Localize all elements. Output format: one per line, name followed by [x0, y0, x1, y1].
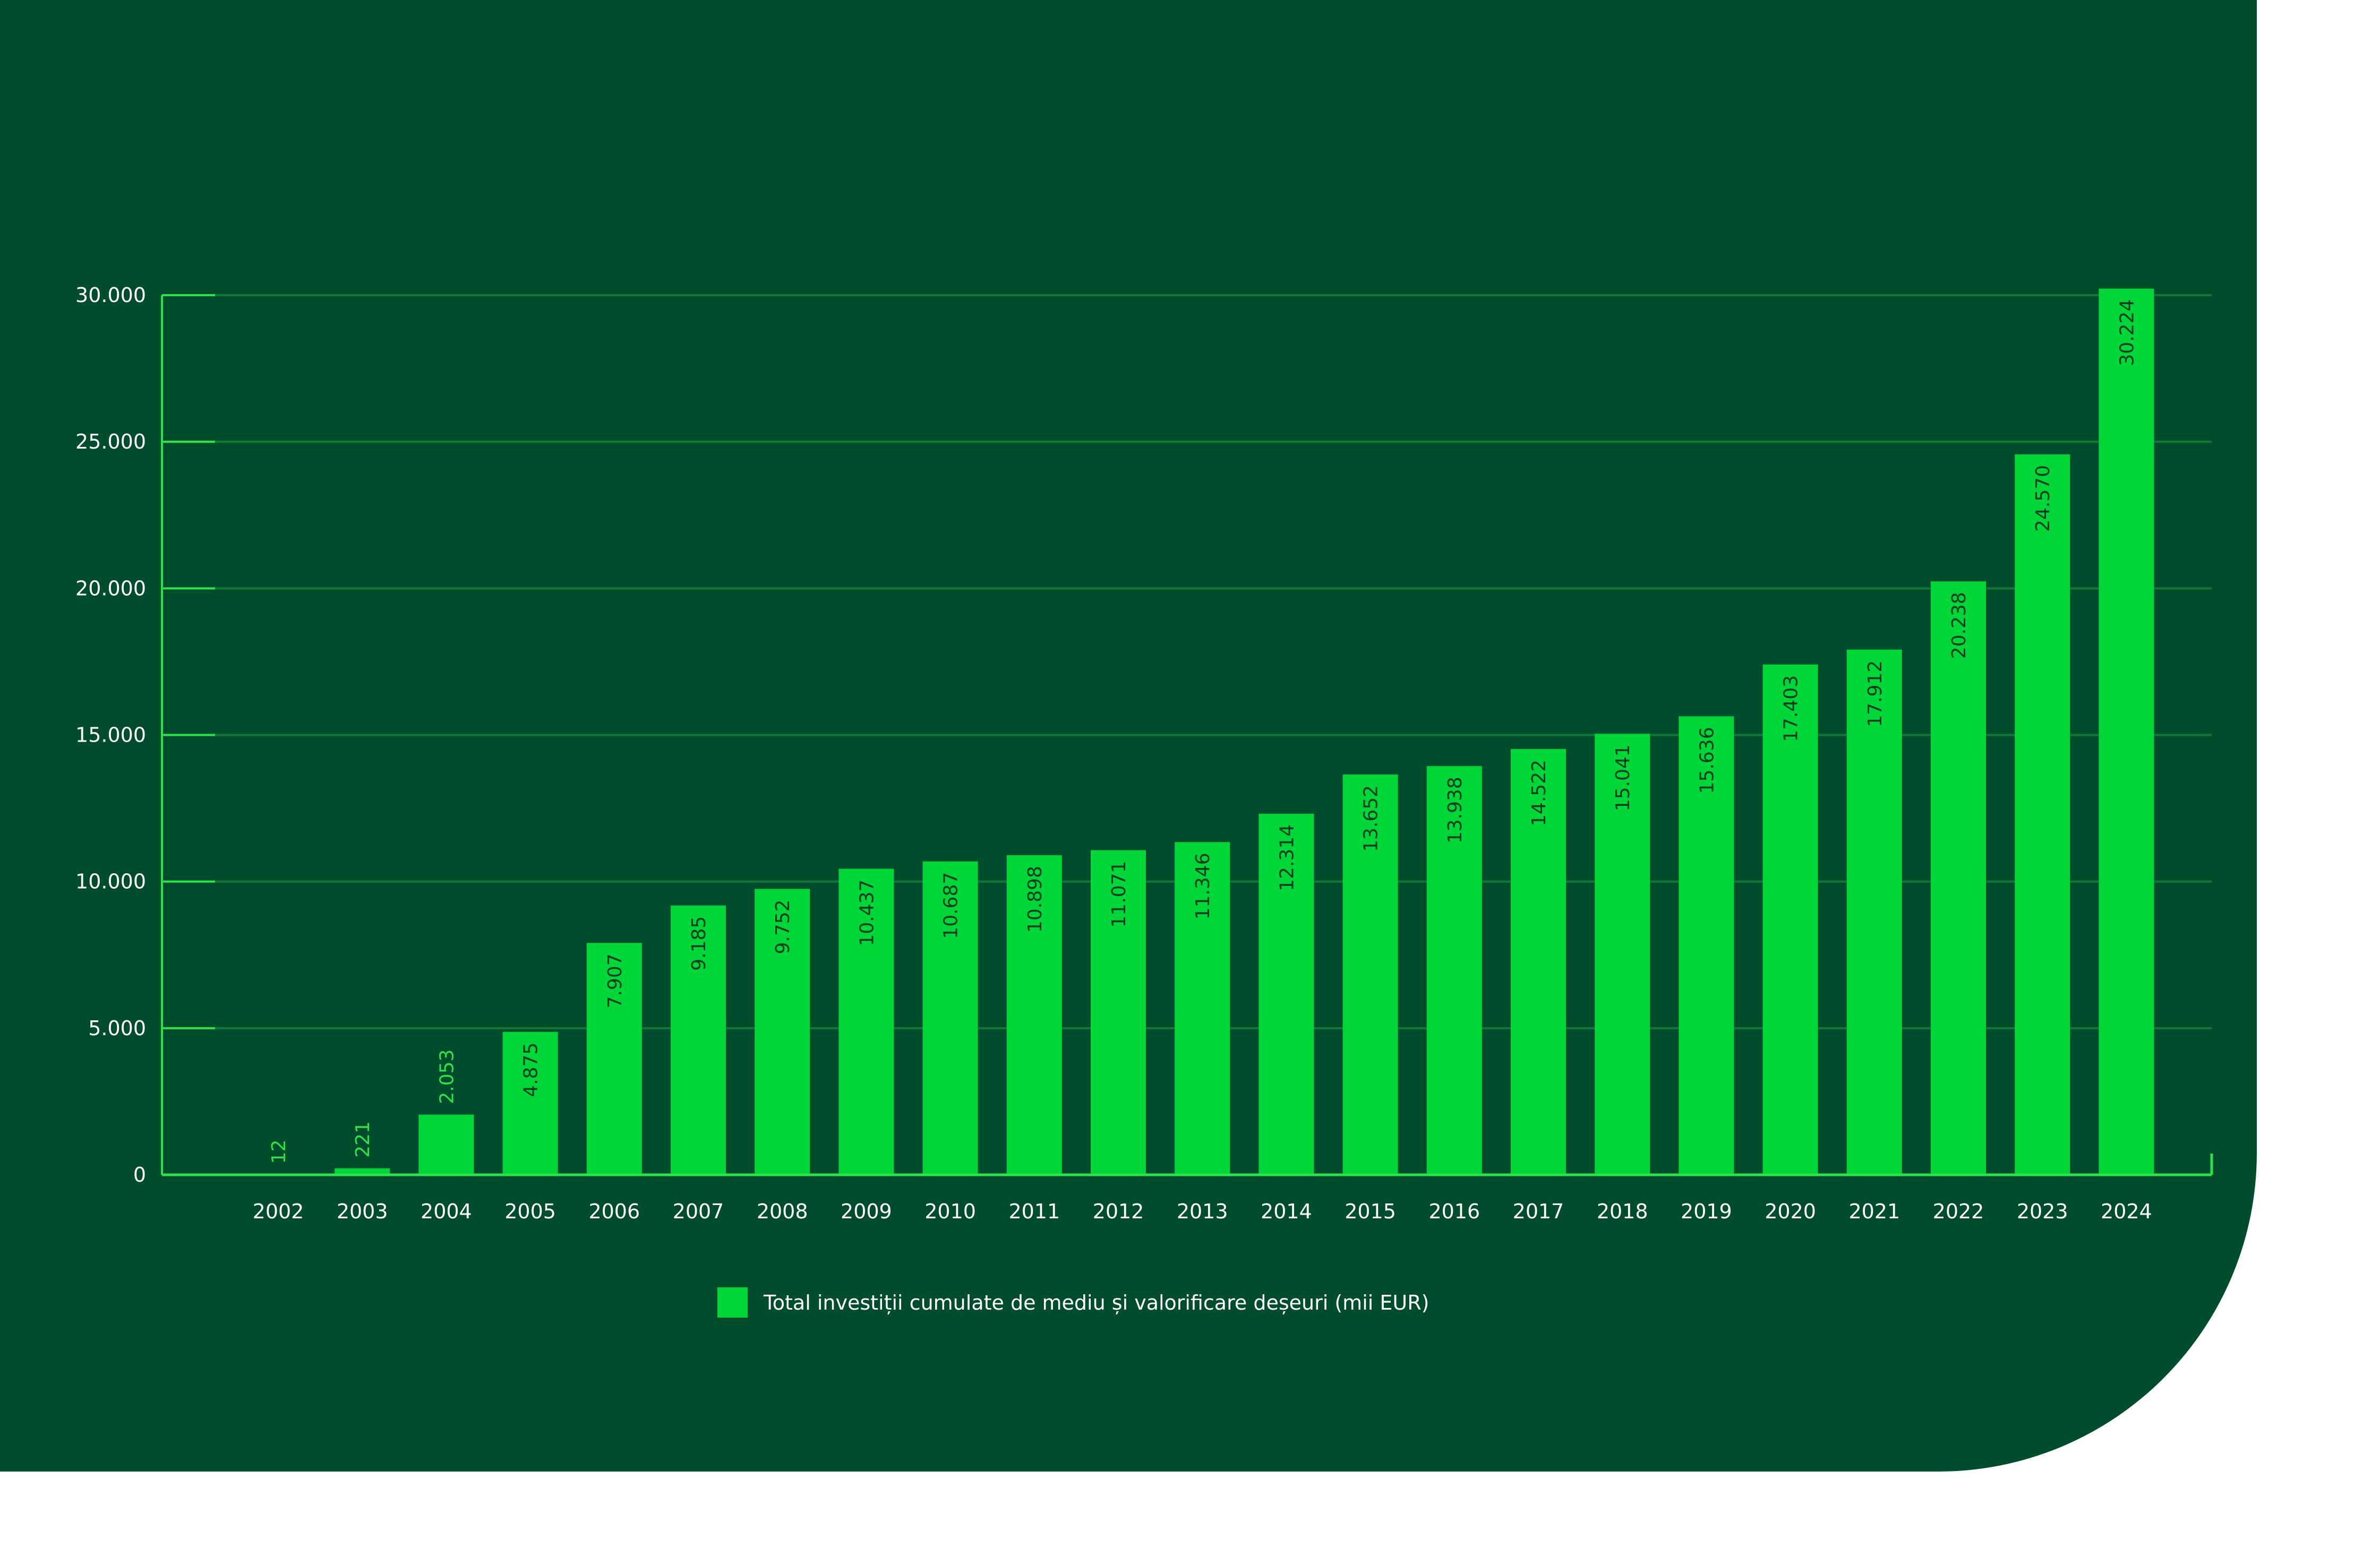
data-label: 2.053 [436, 1050, 458, 1104]
data-label: 10.437 [856, 880, 878, 947]
legend-swatch [717, 1287, 748, 1318]
bar [335, 1168, 390, 1175]
data-label: 15.041 [1612, 744, 1634, 811]
data-label: 11.071 [1108, 861, 1130, 928]
legend-label: Total investiții cumulate de mediu și va… [764, 1291, 1429, 1314]
legend: Total investiții cumulate de mediu și va… [717, 1287, 1429, 1318]
bar [1595, 734, 1650, 1175]
data-label: 15.636 [1696, 727, 1718, 794]
x-tick-label: 2017 [1513, 1200, 1564, 1223]
data-label: 14.522 [1528, 760, 1550, 827]
data-label: 11.346 [1192, 853, 1214, 919]
bar [922, 861, 978, 1175]
data-label: 17.403 [1780, 675, 1802, 742]
bar [502, 1031, 558, 1175]
bar [1931, 581, 1986, 1175]
data-label: 9.185 [688, 916, 710, 971]
data-label: 17.912 [1864, 660, 1886, 727]
x-tick-label: 2010 [924, 1200, 976, 1223]
x-tick-label: 2013 [1177, 1200, 1228, 1223]
x-tick-label: 2006 [588, 1200, 640, 1223]
bar [671, 905, 726, 1175]
y-tick-label: 30.000 [75, 283, 146, 307]
bar [2099, 288, 2154, 1175]
x-tick-label: 2016 [1428, 1200, 1480, 1223]
bar [1679, 716, 1734, 1175]
x-tick-label: 2021 [1848, 1200, 1900, 1223]
bar [1259, 813, 1314, 1175]
data-label: 13.938 [1444, 777, 1466, 844]
data-label: 12 [268, 1140, 290, 1164]
bar [1426, 766, 1482, 1175]
x-tick-label: 2014 [1261, 1200, 1312, 1223]
bars [251, 288, 2154, 1175]
bar [1006, 855, 1062, 1175]
bar [418, 1114, 474, 1175]
x-tick-label: 2005 [504, 1200, 556, 1223]
data-label: 4.875 [520, 1043, 542, 1097]
bar [1091, 850, 1146, 1175]
data-label: 12.314 [1276, 824, 1298, 891]
x-tick-label: 2018 [1597, 1200, 1648, 1223]
data-label: 20.238 [1948, 592, 1970, 659]
bar [1762, 664, 1818, 1175]
bar [1175, 842, 1230, 1175]
x-tick-label: 2020 [1765, 1200, 1816, 1223]
bar [1846, 649, 1902, 1175]
y-tick-label: 0 [133, 1163, 146, 1186]
y-tick-label: 20.000 [75, 577, 146, 600]
data-label: 13.652 [1360, 785, 1382, 852]
x-tick-label: 2022 [1933, 1200, 1984, 1223]
bar [586, 943, 642, 1175]
x-tick-label: 2024 [2101, 1200, 2152, 1223]
bar [1511, 749, 1566, 1175]
y-tick-label: 10.000 [75, 870, 146, 893]
bar [755, 889, 810, 1175]
data-label: 221 [352, 1121, 374, 1158]
data-label: 7.907 [604, 953, 626, 1008]
x-tick-label: 2012 [1093, 1200, 1144, 1223]
data-label: 9.752 [772, 899, 794, 954]
data-label: 10.687 [940, 872, 962, 939]
x-tick-label: 2015 [1345, 1200, 1396, 1223]
axes [161, 294, 2213, 1176]
tick-labels: 0 5.000 10.000 15.000 20.000 25.000 30.000 12 20… [75, 283, 2152, 1223]
x-tick-label: 2002 [253, 1200, 304, 1223]
data-label: 10.898 [1024, 866, 1046, 933]
x-tick-label: 2023 [2017, 1200, 2068, 1223]
bar [838, 868, 894, 1175]
data-label: 30.224 [2116, 299, 2138, 366]
x-tick-label: 2009 [841, 1200, 892, 1223]
x-tick-label: 2008 [757, 1200, 808, 1223]
x-tick-label: 2011 [1008, 1200, 1060, 1223]
x-tick-label: 2019 [1681, 1200, 1732, 1223]
bar [2015, 454, 2070, 1175]
bar [1342, 774, 1398, 1175]
x-tick-label: 2004 [421, 1200, 472, 1223]
data-label: 24.570 [2032, 465, 2054, 532]
y-tick-label: 15.000 [75, 724, 146, 747]
x-tick-label: 2007 [673, 1200, 724, 1223]
y-tick-label: 5.000 [88, 1017, 146, 1040]
y-tick-label: 25.000 [75, 430, 146, 453]
x-tick-label: 2003 [337, 1200, 388, 1223]
